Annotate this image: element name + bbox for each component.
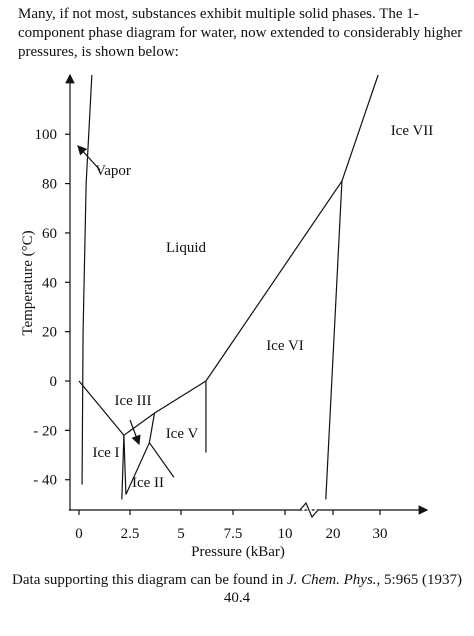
phase-boundary: [121, 435, 125, 500]
x-tick-label: 5: [177, 526, 185, 542]
region-label: Vapor: [95, 163, 131, 179]
x-tick-label: 10: [278, 526, 293, 542]
caption-journal: J. Chem. Phys.: [287, 572, 377, 588]
y-tick-label: 100: [35, 127, 58, 143]
x-tick-label: 20: [326, 526, 341, 542]
page-number: 40.4: [224, 590, 251, 606]
region-label: Ice V: [166, 426, 199, 442]
region-label: Ice III: [114, 393, 151, 409]
x-tick-label: 0: [75, 526, 83, 542]
phase-boundary: [205, 74, 379, 382]
x-tick-label: 7.5: [224, 526, 243, 542]
y-tick-label: 80: [42, 177, 57, 193]
caption-text: Data supporting this diagram can be foun…: [12, 572, 287, 588]
y-tick-label: - 20: [33, 423, 57, 439]
x-tick-label: 2.5: [121, 526, 140, 542]
intro-line: pressures, is shown below:: [18, 44, 179, 60]
region-label: Ice VII: [391, 123, 434, 139]
region-label: Ice II: [132, 475, 164, 491]
phase-boundary: [123, 412, 156, 495]
y-tick-label: 40: [42, 275, 57, 291]
x-tick-label: 30: [373, 526, 388, 542]
intro-line: Many, if not most, substances exhibit mu…: [18, 6, 419, 22]
phase-boundary: [78, 380, 125, 436]
x-axis-label: Pressure (kBar): [191, 544, 285, 560]
arrow: [129, 419, 141, 446]
y-axis-label: Temperature (°C): [20, 230, 36, 335]
phase-boundary: [148, 442, 175, 478]
y-tick-label: - 40: [33, 473, 57, 489]
phase-boundary: [81, 74, 93, 485]
axis-break: [299, 501, 319, 519]
caption: Data supporting this diagram can be foun…: [12, 572, 462, 588]
arrow: [77, 145, 101, 171]
region-label: Ice I: [92, 445, 119, 461]
intro-line: component phase diagram for water, now e…: [18, 25, 462, 41]
y-tick-label: 20: [42, 325, 57, 341]
y-tick-label: 0: [50, 374, 58, 390]
region-label: Liquid: [166, 240, 206, 256]
y-tick-label: 60: [42, 226, 57, 242]
caption-ref: , 5:965 (1937): [377, 572, 462, 588]
phase-boundary: [325, 181, 343, 500]
region-label: Ice VI: [266, 338, 304, 354]
